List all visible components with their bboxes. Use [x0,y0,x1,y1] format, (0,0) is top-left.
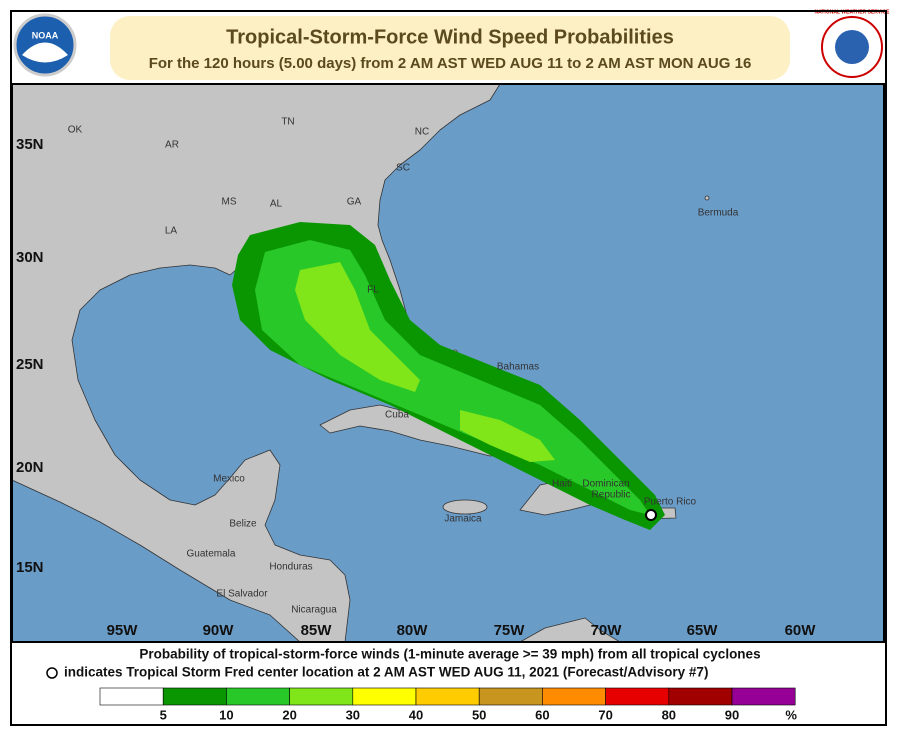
place-label: Puerto Rico [644,497,697,508]
longitude-label: 95W [107,622,139,639]
legend-unit: % [785,707,797,722]
legend: 5 10 20 30 40 50 60 70 80 90% [99,687,797,722]
place-label: Bermuda [698,208,739,219]
latitude-label: 25N [16,356,44,373]
legend-label: 10 [219,707,233,722]
title: Tropical-Storm-Force Wind Speed Probabil… [226,26,674,48]
place-label: TN [281,117,294,128]
noaa-logo-text: NOAA [32,30,59,40]
footer-line1: Probability of tropical-storm-force wind… [139,647,760,662]
place-label: FL [367,285,379,296]
latitude-label: 30N [16,249,44,266]
land-north-america [12,84,501,642]
place-label: Honduras [269,562,312,573]
noaa-logo-wave [22,42,68,63]
legend-swatch [226,687,290,706]
place-label: Bahamas [497,362,539,373]
legend-label: 50 [472,707,486,722]
place-label: Haiti [552,479,572,490]
nws-logo-center [835,30,869,64]
legend-swatch [289,687,354,706]
legend-swatch [478,687,543,706]
place-label: AR [165,140,179,151]
longitude-label: 90W [203,622,235,639]
swath-20 [295,262,420,392]
footer-line2: indicates Tropical Storm Fred center loc… [64,665,708,680]
place-label: El Salvador [216,589,268,600]
legend-label: 90 [725,707,739,722]
subtitle: For the 120 hours (5.00 days) from 2 AM … [149,55,752,72]
legend-label: 5 [160,707,167,722]
legend-swatch [352,687,417,706]
place-label: NC [415,127,429,138]
legend-swatch [415,687,480,706]
longitude-label: 85W [301,622,333,639]
longitude-label: 65W [687,622,719,639]
legend-label: 80 [662,707,676,722]
place-label: LA [165,226,178,237]
land-jamaica [442,499,488,515]
place-label: Mexico [213,474,245,485]
legend-swatch [542,687,606,706]
latitude-label: 35N [16,136,44,153]
place-label: Republic [592,490,631,501]
legend-label: 40 [409,707,423,722]
footer-marker [46,667,58,679]
title-highlight [110,16,790,80]
legend-swatch [731,687,796,706]
legend-swatch [605,687,670,706]
place-label: Belize [229,519,257,530]
map-area: OK AR TN NC SC MS AL GA LA FL Bermuda Ba… [12,84,816,642]
storm-center [645,509,657,521]
latitude-label: 15N [16,559,44,576]
longitude-label: 80W [397,622,429,639]
land-bermuda [704,195,710,201]
legend-label: 30 [346,707,360,722]
place-label: Jamaica [444,514,482,525]
place-label: GA [347,197,362,208]
place-label: MS [222,197,237,208]
place-label: AL [270,199,283,210]
legend-swatch [668,687,733,706]
place-label: Nicaragua [291,605,337,616]
legend-label: 60 [535,707,549,722]
place-label: Guatemala [187,549,236,560]
legend-swatch [99,687,164,706]
legend-swatch [162,687,227,706]
swath-20-b [460,410,555,462]
legend-label: 70 [598,707,612,722]
place-label: Cuba [385,410,409,421]
place-label: OK [68,125,83,136]
place-label: Dominican [582,479,629,490]
longitude-label: 60W [785,622,817,639]
place-label: SC [396,163,410,174]
land-south-america [519,617,621,642]
legend-label: 20 [282,707,296,722]
nws-logo-text: NATIONAL WEATHER SERVICE [815,9,891,15]
longitude-label: 75W [494,622,526,639]
longitude-label: 70W [591,622,623,639]
latitude-label: 20N [16,459,44,476]
outer-border [10,10,887,726]
